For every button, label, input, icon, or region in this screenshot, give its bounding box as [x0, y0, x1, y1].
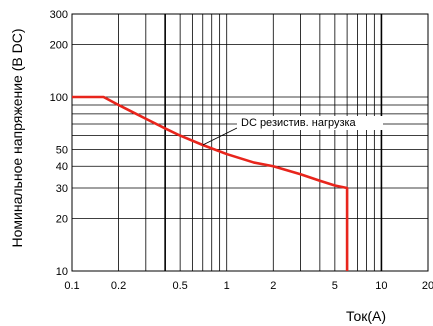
- plot-border: [71, 13, 429, 272]
- y-tick-label: 10: [56, 266, 68, 278]
- x-tick-label: 0.5: [172, 280, 187, 292]
- annotation-leader: [202, 127, 238, 146]
- y-tick-labels: 10 20 30 40 50 100 200 300: [50, 9, 68, 278]
- grid: [71, 13, 429, 272]
- x-tick-label: 0.1: [64, 280, 79, 292]
- x-axis-label: Ток(A): [346, 308, 386, 324]
- x-tick-label: 1: [224, 280, 230, 292]
- x-tick-label: 2: [270, 280, 276, 292]
- x-tick-labels: 0.1 0.2 0.5 1 2 5 10 20: [64, 280, 433, 292]
- x-tick-label: 10: [375, 280, 387, 292]
- y-axis-label: Номинальное напряжение (В DC): [9, 29, 25, 248]
- y-tick-label: 300: [50, 9, 68, 21]
- series-layer: [72, 95, 349, 271]
- y-tick-label: 100: [50, 92, 68, 104]
- y-tick-label: 50: [56, 144, 68, 156]
- annotation-layer: DC резистив. нагрузка: [202, 116, 383, 146]
- x-tick-label: 20: [422, 280, 433, 292]
- annotation-background: [237, 116, 383, 130]
- y-tick-label: 20: [56, 214, 68, 226]
- x-tick-label: 0.2: [111, 280, 126, 292]
- y-tick-label: 40: [56, 161, 68, 173]
- y-tick-label: 200: [50, 40, 68, 52]
- y-tick-label: 30: [56, 183, 68, 195]
- annotation-label: DC резистив. нагрузка: [241, 117, 357, 129]
- plot-frame: [71, 13, 429, 272]
- series-line: [72, 95, 349, 271]
- x-tick-label: 5: [332, 280, 338, 292]
